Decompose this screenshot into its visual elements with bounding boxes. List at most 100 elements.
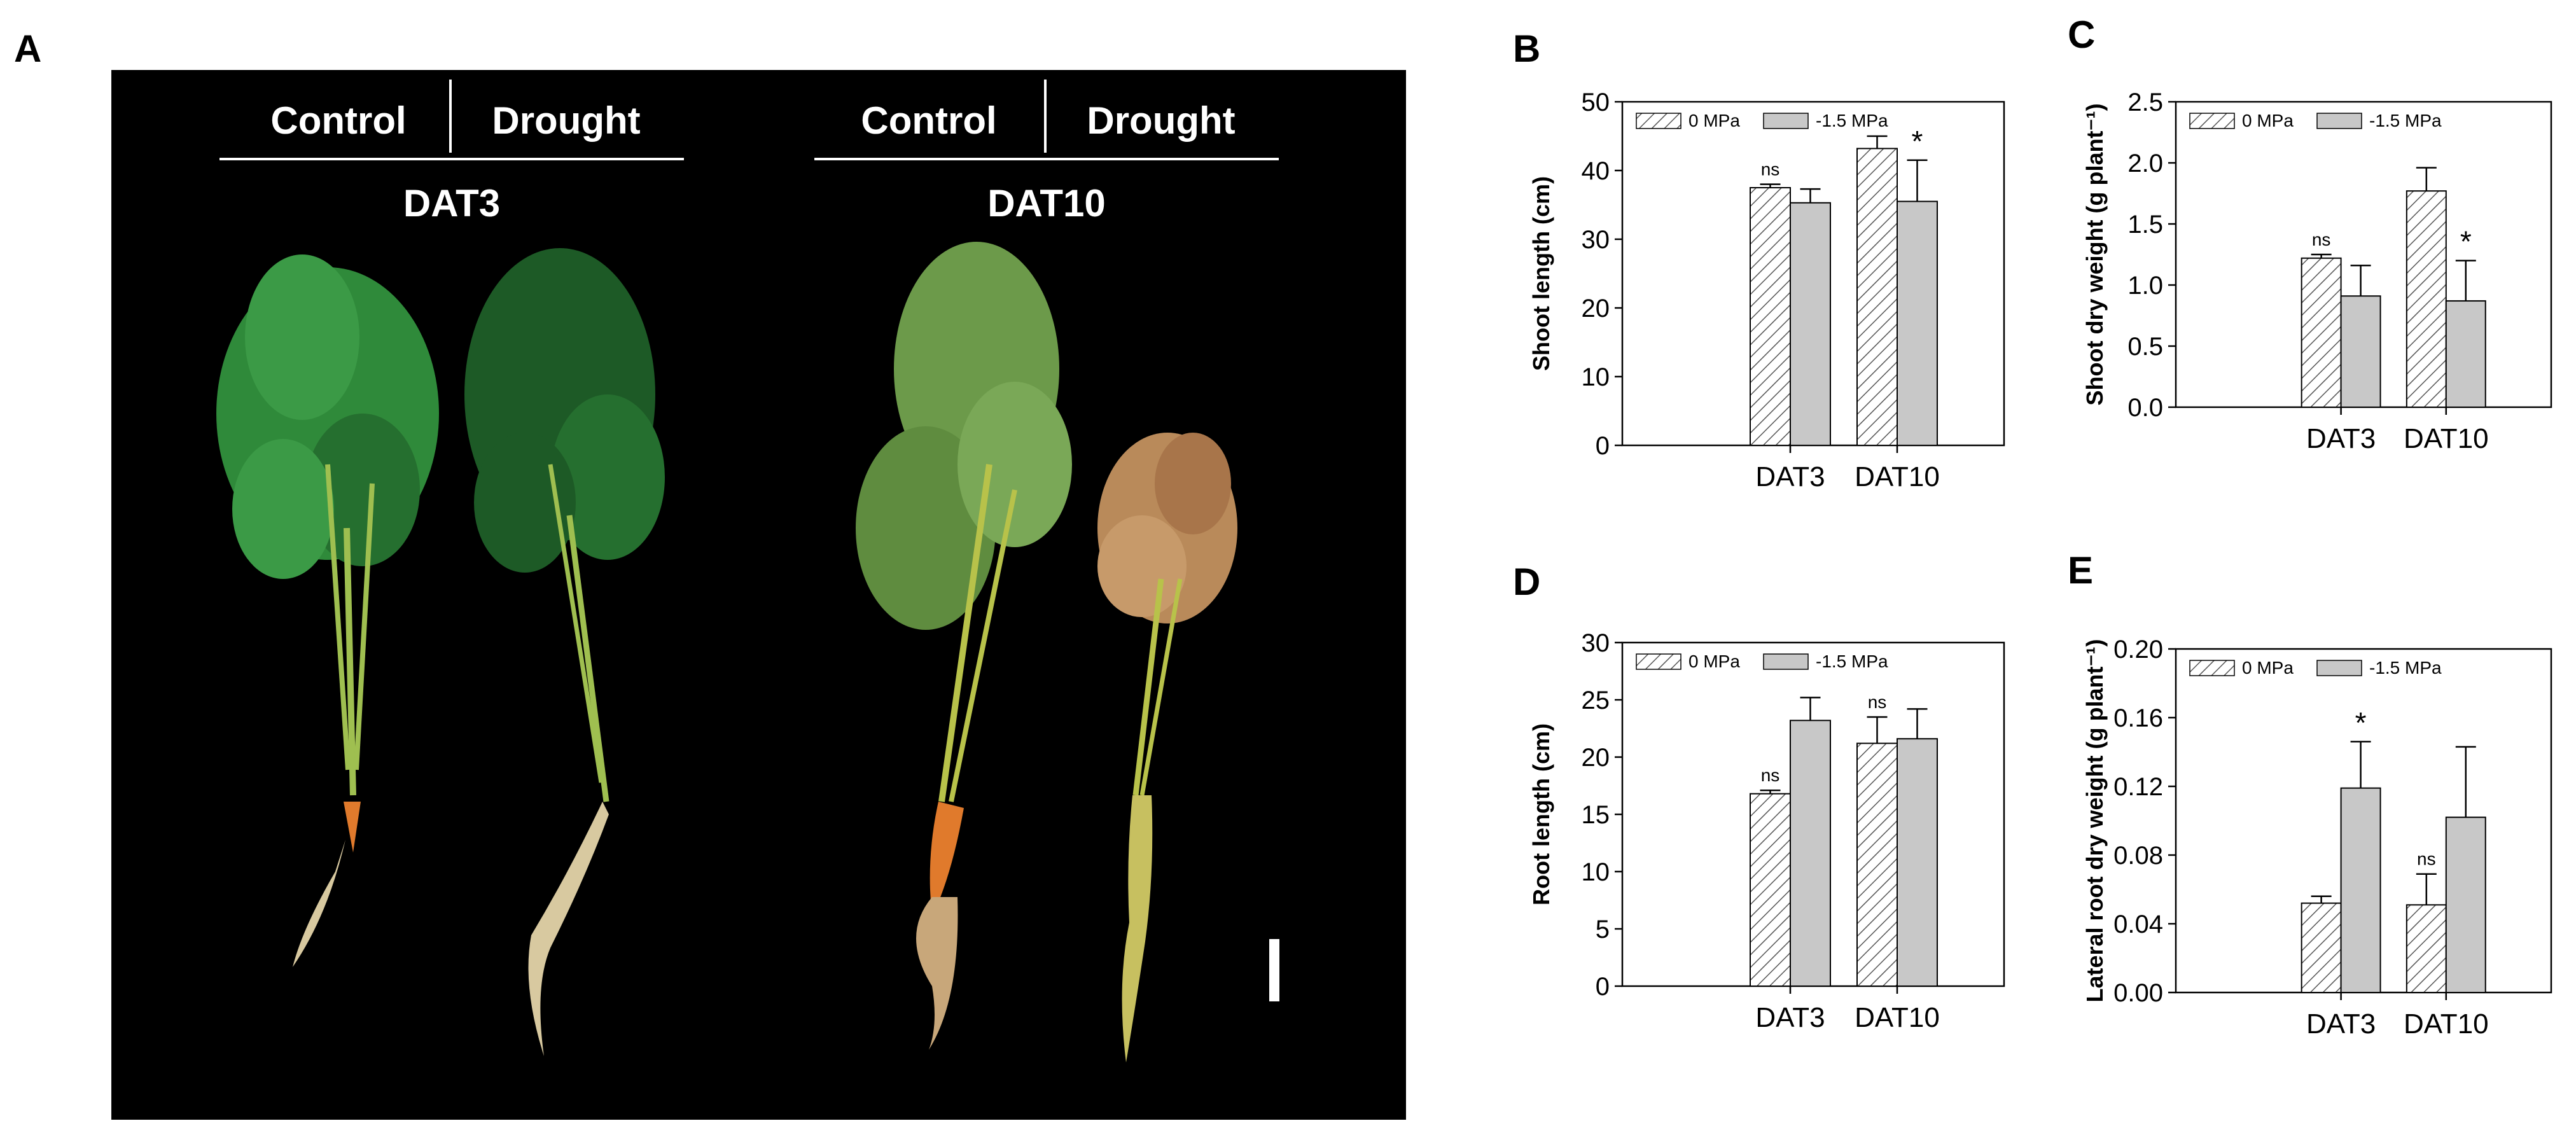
chart-c-svg: 0.0 0.5 1.0 1.5 2.0 2.5 Shoot dry weight (g pl… [2082,88,2552,454]
y-tick-label: 0 [1596,973,1610,1001]
bar [1856,148,1898,446]
chart-d: 0 5 10 15 20 25 30 Root length (cm) DAT3 DAT10 ns n… [1527,623,2049,1069]
x-tick-label: DAT3 [2306,1008,2376,1040]
chart-e: 0.00 0.04 0.08 0.12 0.16 0.20 Lateral root dry… [2074,623,2570,1069]
bar [1750,793,1791,987]
bar [2340,295,2381,408]
y-tick-label: 1.0 [2127,272,2163,300]
y-tick-label: 5 [1596,916,1610,944]
y-tick-label: 40 [1582,157,1610,185]
y-tick-label: 10 [1582,363,1610,391]
significance-label: ns [1868,692,1887,712]
y-tick-label: 2.0 [2127,150,2163,178]
x-tick-label: DAT3 [2306,423,2376,454]
bar [1856,742,1898,987]
y-tick-label: 1.5 [2127,211,2163,239]
legend-swatch [1763,653,1809,670]
x-tick-label: DAT10 [2404,423,2489,454]
legend-label: 0 MPa [1688,651,1740,671]
legend-swatch [1763,113,1809,129]
chart-c: 0.0 0.5 1.0 1.5 2.0 2.5 Shoot dry weight (g pl… [2074,76,2570,522]
panel-label-c: C [2068,13,2096,56]
x-tick-label: DAT10 [1855,1002,1940,1033]
panel-label-d: D [1513,561,1541,603]
x-tick-label: DAT10 [2404,1008,2489,1040]
significance-label: * [2355,706,2367,739]
legend-label: -1.5 MPa [1816,651,1888,671]
plant-dat3-drought [464,248,665,1056]
y-tick-label: 0.00 [2113,979,2163,1007]
significance-label: ns [1761,765,1780,785]
y-tick-label: 50 [1582,88,1610,116]
plant-photo-panel: Control Drought DAT3 Control Drought DAT… [111,70,1406,1120]
y-tick-label: 0.04 [2113,910,2163,938]
bar [2301,902,2342,993]
chart-b: 0 10 20 30 40 50 Shoot length (cm) DAT3 DAT10 ns *… [1527,76,2049,522]
plant-dat10-drought [1097,433,1237,1062]
y-tick-label: 30 [1582,226,1610,254]
y-tick-label: 25 [1582,686,1610,714]
y-axis-label: Shoot dry weight (g plant⁻¹) [2082,104,2108,406]
bar [2301,257,2342,408]
y-tick-label: 0 [1596,432,1610,460]
bar [1897,200,1938,446]
y-tick-label: 0.08 [2113,842,2163,870]
legend-label: -1.5 MPa [2369,658,2442,678]
panel-label-e: E [2068,549,2094,592]
legend-swatch [2316,660,2362,676]
bar [1790,202,1831,446]
chart-b-svg: 0 10 20 30 40 50 Shoot length (cm) DAT3 DAT10 ns *… [1528,88,2005,492]
legend-swatch [1636,113,1681,129]
left-group-title: DAT3 [403,182,500,225]
significance-label: ns [2312,230,2331,249]
y-tick-label: 0.20 [2113,636,2163,664]
legend-swatch [2189,113,2235,129]
x-tick-label: DAT3 [1755,461,1825,492]
chart-d-svg: 0 5 10 15 20 25 30 Root length (cm) DAT3 DAT10 ns n… [1528,629,2005,1033]
significance-label: ns [1761,160,1780,179]
y-tick-label: 2.5 [2127,88,2163,116]
bar [2445,300,2486,408]
significance-label: * [2460,225,2472,258]
bar [2405,190,2447,408]
legend-swatch [2316,113,2362,129]
significance-label: ns [2417,849,2436,869]
y-tick-label: 0.0 [2127,394,2163,422]
legend-label: 0 MPa [2242,111,2294,130]
scale-bar [1269,939,1279,1001]
right-control-label: Control [861,99,996,142]
y-axis-label: Lateral root dry weight (g plant⁻¹) [2082,639,2108,1002]
legend-label: -1.5 MPa [1816,111,1888,130]
plant-photo-drawing: Control Drought DAT3 Control Drought DAT… [216,80,1279,1062]
y-axis-label: Shoot length (cm) [1528,176,1554,371]
right-group-title: DAT10 [987,182,1106,225]
panel-label-a: A [14,27,42,70]
x-tick-label: DAT3 [1755,1002,1825,1033]
bar [1897,738,1938,987]
y-axis-label: Root length (cm) [1528,723,1554,905]
legend-label: 0 MPa [2242,658,2294,678]
x-tick-label: DAT10 [1855,461,1940,492]
y-tick-label: 0.5 [2127,333,2163,361]
legend-swatch [1636,653,1681,670]
right-drought-label: Drought [1087,99,1235,142]
bar [1790,720,1831,987]
y-tick-label: 10 [1582,858,1610,886]
y-tick-label: 15 [1582,801,1610,829]
legend-label: -1.5 MPa [2369,111,2442,130]
plant-dat10-control [856,242,1072,1050]
bar [2340,787,2381,993]
bar [2405,904,2447,993]
legend-label: 0 MPa [1688,111,1740,130]
plant-dat3-control [216,254,439,967]
y-tick-label: 20 [1582,744,1610,772]
y-tick-label: 0.12 [2113,773,2163,801]
bar [1750,187,1791,446]
bar [2445,816,2486,993]
significance-label: * [1912,125,1923,158]
panel-label-b: B [1513,27,1541,70]
y-tick-label: 20 [1582,295,1610,323]
left-drought-label: Drought [492,99,640,142]
legend-swatch [2189,660,2235,676]
